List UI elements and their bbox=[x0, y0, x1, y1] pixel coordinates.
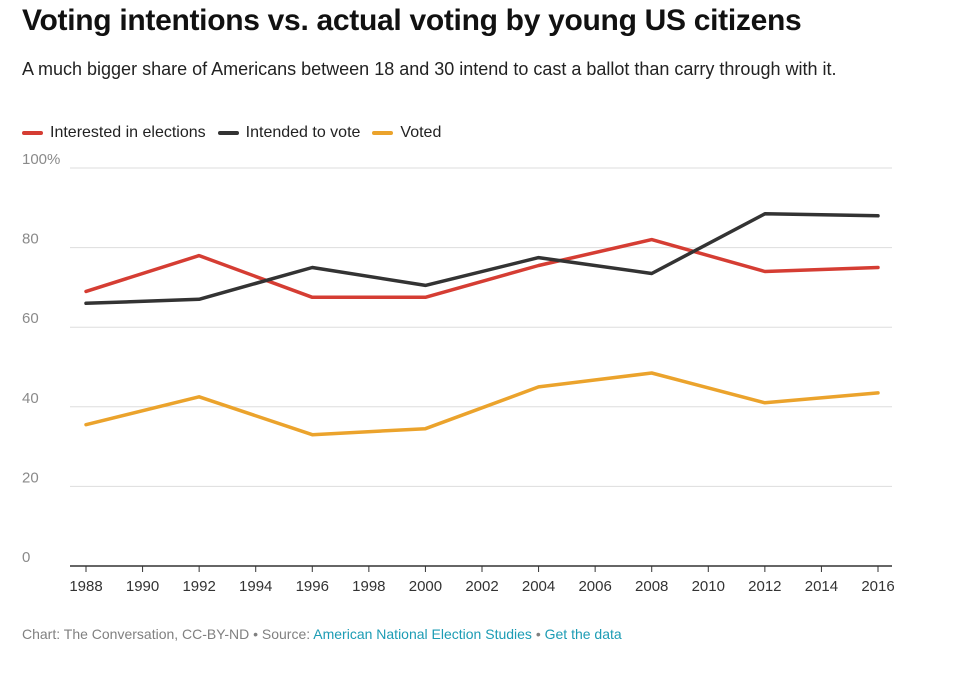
y-tick-label-60: 60 bbox=[22, 310, 39, 327]
line-chart: 0 20 40 60 80 100% 1988 1990 1992 1994 1996 1998 200… bbox=[22, 151, 895, 595]
y-tick-label-40: 40 bbox=[22, 390, 39, 407]
legend-swatch-voted bbox=[372, 131, 394, 135]
y-tick-label-100: 100% bbox=[22, 151, 60, 168]
footer-separator-1: • bbox=[249, 626, 262, 642]
series-line-interested-in-elections bbox=[84, 237, 880, 300]
x-tick-label-2006: 2006 bbox=[578, 578, 611, 595]
legend-label-voted: Voted bbox=[400, 124, 442, 141]
x-tick-label-1996: 1996 bbox=[296, 578, 329, 595]
x-tick-label-2010: 2010 bbox=[692, 578, 725, 595]
x-tick-label-1992: 1992 bbox=[182, 578, 215, 595]
footer-credit: Chart: The Conversation, CC-BY-ND bbox=[22, 626, 250, 642]
x-tick-label-2008: 2008 bbox=[635, 578, 668, 595]
x-tick-label-2000: 2000 bbox=[409, 578, 442, 595]
y-tick-label-0: 0 bbox=[22, 549, 30, 566]
legend-item-intended: Intended to vote bbox=[217, 124, 361, 142]
x-tick-label-1998: 1998 bbox=[352, 578, 385, 595]
legend-label-interested: Interested in elections bbox=[50, 124, 206, 141]
x-tick-label-1988: 1988 bbox=[69, 578, 102, 595]
chart-title: Voting intentions vs. actual voting by y… bbox=[22, 4, 802, 37]
source-link[interactable]: American National Election Studies bbox=[313, 626, 532, 642]
legend-item-interested: Interested in elections bbox=[22, 124, 206, 142]
footer-source-prefix: Source: bbox=[261, 626, 314, 642]
x-tick-label-2004: 2004 bbox=[522, 578, 555, 595]
y-tick-label-20: 20 bbox=[22, 469, 39, 486]
legend-swatch-interested bbox=[22, 131, 43, 135]
series-line-voted bbox=[84, 371, 880, 437]
x-tick-label-1994: 1994 bbox=[239, 578, 272, 595]
x-tick-label-1990: 1990 bbox=[126, 578, 159, 595]
x-tick-label-2002: 2002 bbox=[465, 578, 498, 595]
get-the-data-link[interactable]: Get the data bbox=[544, 626, 622, 642]
footer-separator-2: • bbox=[531, 626, 545, 642]
y-tick-label-80: 80 bbox=[22, 231, 39, 248]
chart-subtitle: A much bigger share of Americans between… bbox=[22, 59, 837, 79]
legend-item-voted: Voted bbox=[372, 124, 441, 142]
legend: Interested in elections Intended to vote… bbox=[22, 124, 441, 142]
x-tick-label-2014: 2014 bbox=[805, 578, 838, 595]
legend-label-intended: Intended to vote bbox=[245, 124, 361, 141]
x-tick-label-2012: 2012 bbox=[748, 578, 781, 595]
chart-footer: Chart: The Conversation, CC-BY-ND • Sour… bbox=[22, 626, 622, 642]
legend-swatch-intended bbox=[217, 131, 239, 135]
x-tick-label-2016: 2016 bbox=[861, 578, 894, 595]
series-line-intended-to-vote bbox=[84, 212, 880, 306]
